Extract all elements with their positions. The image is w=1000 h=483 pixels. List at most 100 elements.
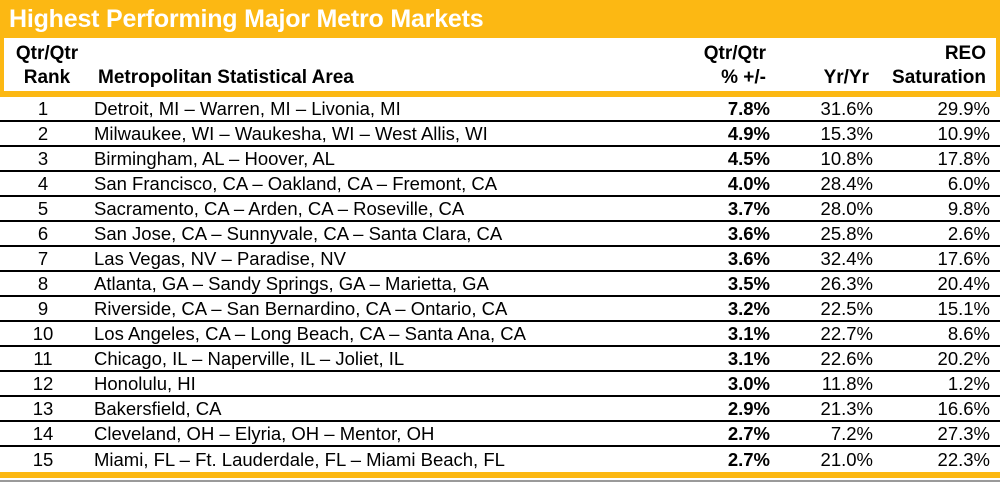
rank-cell: 8	[37, 273, 49, 294]
reo-saturation-cell: 6.0%	[947, 173, 990, 194]
header-gold-separator	[0, 91, 1000, 97]
column-header-yryr: Yr/Yr	[823, 67, 869, 88]
column-header-reo-line1: REO	[944, 43, 986, 64]
column-header-rank-line2: Rank	[23, 67, 71, 88]
rank-cell: 14	[32, 423, 54, 444]
metro-cell: San Jose, CA – Sunnyvale, CA – Santa Cla…	[94, 223, 503, 244]
table-row: 5 Sacramento, CA – Arden, CA – Roseville…	[0, 197, 1000, 222]
column-header-qtr-change: Qtr/Qtr % +/-	[646, 42, 766, 90]
rank-cell: 13	[32, 398, 54, 419]
table-row: 9 Riverside, CA – San Bernardino, CA – O…	[0, 297, 1000, 322]
metro-cell: Chicago, IL – Naperville, IL – Joliet, I…	[94, 348, 405, 369]
qtr-change-cell: 2.7%	[727, 449, 770, 470]
metro-cell: San Francisco, CA – Oakland, CA – Fremon…	[94, 173, 498, 194]
table-row: 2 Milwaukee, WI – Waukesha, WI – West Al…	[0, 122, 1000, 147]
metro-cell: Las Vegas, NV – Paradise, NV	[94, 248, 346, 269]
qtr-change-cell: 4.0%	[727, 173, 770, 194]
reo-saturation-cell: 20.2%	[937, 348, 990, 369]
rank-cell: 7	[37, 248, 49, 269]
rank-cell: 5	[37, 198, 49, 219]
metro-cell: Bakersfield, CA	[94, 398, 222, 419]
metro-cell: Detroit, MI – Warren, MI – Livonia, MI	[94, 98, 401, 119]
reo-saturation-cell: 29.9%	[937, 98, 990, 119]
qtr-change-cell: 4.9%	[727, 123, 770, 144]
qtr-change-cell: 7.8%	[727, 98, 770, 119]
table-row: 12 Honolulu, HI 3.0% 11.8% 1.2%	[0, 372, 1000, 397]
reo-saturation-cell: 17.6%	[937, 248, 990, 269]
rank-cell: 12	[32, 373, 54, 394]
table-row: 14 Cleveland, OH – Elyria, OH – Mentor, …	[0, 422, 1000, 447]
reo-saturation-cell: 16.6%	[937, 398, 990, 419]
reo-saturation-cell: 8.6%	[947, 323, 990, 344]
qtr-change-cell: 4.5%	[727, 148, 770, 169]
table-row: 8 Atlanta, GA – Sandy Springs, GA – Mari…	[0, 272, 1000, 297]
yryr-cell: 22.5%	[820, 298, 873, 319]
table-body: 1 Detroit, MI – Warren, MI – Livonia, MI…	[0, 97, 1000, 472]
table-title: Highest Performing Major Metro Markets	[0, 0, 1000, 38]
yryr-cell: 7.2%	[830, 423, 873, 444]
rank-cell: 4	[37, 173, 49, 194]
qtr-change-cell: 3.1%	[727, 348, 770, 369]
metro-cell: Milwaukee, WI – Waukesha, WI – West Alli…	[94, 123, 488, 144]
qtr-change-cell: 3.7%	[727, 198, 770, 219]
table-row: 11 Chicago, IL – Naperville, IL – Joliet…	[0, 347, 1000, 372]
table-row: 1 Detroit, MI – Warren, MI – Livonia, MI…	[0, 97, 1000, 122]
table-row: 3 Birmingham, AL – Hoover, AL 4.5% 10.8%…	[0, 147, 1000, 172]
rank-cell: 10	[32, 323, 54, 344]
metro-cell: Birmingham, AL – Hoover, AL	[94, 148, 335, 169]
rank-cell: 6	[37, 223, 49, 244]
metro-cell: Honolulu, HI	[94, 373, 196, 394]
reo-saturation-cell: 9.8%	[947, 198, 990, 219]
reo-saturation-cell: 27.3%	[937, 423, 990, 444]
rank-cell: 3	[37, 148, 49, 169]
reo-saturation-cell: 15.1%	[937, 298, 990, 319]
yryr-cell: 10.8%	[820, 148, 873, 169]
yryr-cell: 22.7%	[820, 323, 873, 344]
metro-cell: Miami, FL – Ft. Lauderdale, FL – Miami B…	[94, 449, 505, 470]
rank-cell: 11	[33, 348, 53, 369]
yryr-cell: 15.3%	[820, 123, 873, 144]
qtr-change-cell: 2.9%	[727, 398, 770, 419]
qtr-change-cell: 3.6%	[727, 223, 770, 244]
metro-cell: Sacramento, CA – Arden, CA – Roseville, …	[94, 198, 465, 219]
bottom-edge-line	[0, 480, 1000, 482]
qtr-change-cell: 2.7%	[727, 423, 770, 444]
column-header-rank-line1: Qtr/Qtr	[15, 43, 79, 64]
yryr-cell: 28.4%	[820, 173, 873, 194]
metro-cell: Atlanta, GA – Sandy Springs, GA – Mariet…	[94, 273, 489, 294]
table-row: 10 Los Angeles, CA – Long Beach, CA – Sa…	[0, 322, 1000, 347]
table-row: 4 San Francisco, CA – Oakland, CA – Frem…	[0, 172, 1000, 197]
table-row: 13 Bakersfield, CA 2.9% 21.3% 16.6%	[0, 397, 1000, 422]
column-header-qtr-change-line1: Qtr/Qtr	[703, 43, 766, 64]
reo-saturation-cell: 22.3%	[937, 449, 990, 470]
column-header-reo-line2: Saturation	[892, 67, 986, 88]
qtr-change-cell: 3.6%	[727, 248, 770, 269]
table-row: 6 San Jose, CA – Sunnyvale, CA – Santa C…	[0, 222, 1000, 247]
column-header-metro: Metropolitan Statistical Area	[98, 67, 354, 88]
table-header-row: Qtr/Qtr Rank Metropolitan Statistical Ar…	[0, 38, 1000, 91]
qtr-change-cell: 3.0%	[727, 373, 770, 394]
reo-saturation-cell: 1.2%	[947, 373, 990, 394]
column-header-rank: Qtr/Qtr Rank	[4, 42, 90, 90]
reo-saturation-cell: 2.6%	[947, 223, 990, 244]
yryr-cell: 26.3%	[820, 273, 873, 294]
metro-cell: Cleveland, OH – Elyria, OH – Mentor, OH	[94, 423, 435, 444]
yryr-cell: 25.8%	[820, 223, 873, 244]
qtr-change-cell: 3.5%	[727, 273, 770, 294]
reo-saturation-cell: 10.9%	[937, 123, 990, 144]
metro-cell: Los Angeles, CA – Long Beach, CA – Santa…	[94, 323, 526, 344]
rank-cell: 15	[32, 449, 54, 470]
yryr-cell: 22.6%	[820, 348, 873, 369]
rank-cell: 2	[37, 123, 49, 144]
yryr-cell: 11.8%	[821, 373, 873, 394]
yryr-cell: 21.0%	[820, 449, 873, 470]
column-header-qtr-change-line2: % +/-	[721, 67, 766, 88]
yryr-cell: 32.4%	[820, 248, 873, 269]
bottom-gold-bar	[0, 472, 1000, 478]
qtr-change-cell: 3.1%	[727, 323, 770, 344]
yryr-cell: 31.6%	[820, 98, 873, 119]
yryr-cell: 28.0%	[820, 198, 873, 219]
reo-saturation-cell: 17.8%	[937, 148, 990, 169]
rank-cell: 9	[37, 298, 49, 319]
